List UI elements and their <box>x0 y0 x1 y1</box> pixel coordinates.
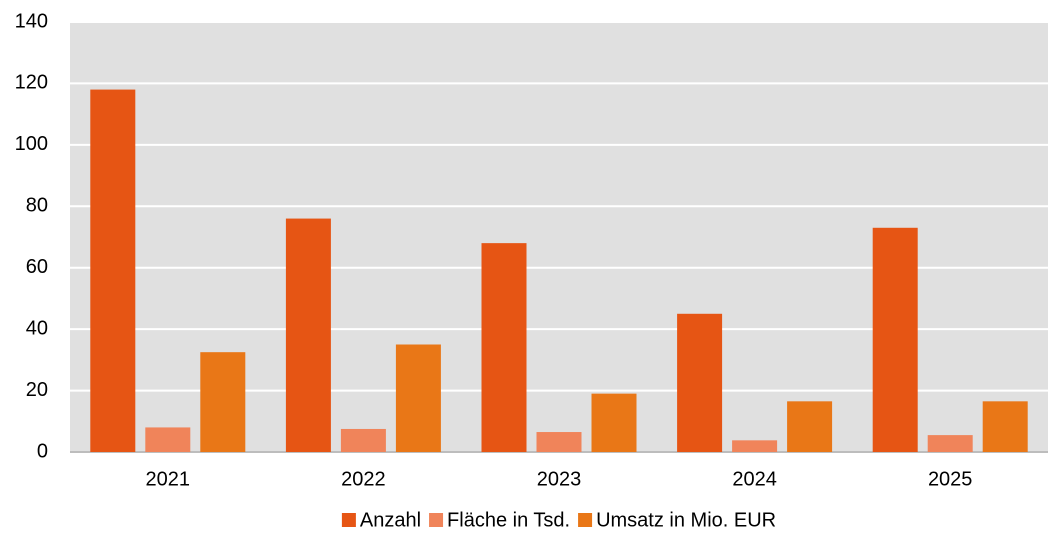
bar <box>787 401 833 452</box>
bar <box>395 344 441 452</box>
y-tick-label: 120 <box>15 72 48 94</box>
bar <box>591 393 637 452</box>
bar <box>872 227 918 452</box>
y-tick-label: 20 <box>26 379 48 401</box>
bar <box>145 427 191 452</box>
bar <box>285 218 331 452</box>
y-tick-label: 60 <box>26 256 48 278</box>
legend-label: Fläche in Tsd. <box>447 509 570 531</box>
bar <box>732 440 778 452</box>
bar <box>200 352 246 452</box>
bar <box>927 435 973 452</box>
bar <box>536 432 582 452</box>
legend-swatch <box>578 513 593 527</box>
x-tick-label: 2021 <box>146 468 191 490</box>
legend-label: Umsatz in Mio. EUR <box>596 509 776 531</box>
y-tick-label: 100 <box>15 133 48 155</box>
x-tick-label: 2022 <box>341 468 386 490</box>
y-tick-label: 40 <box>26 317 48 339</box>
y-tick-label: 0 <box>37 440 48 462</box>
y-tick-label: 80 <box>26 195 48 217</box>
bar <box>982 401 1028 452</box>
legend-swatch <box>341 513 356 527</box>
y-tick-label: 140 <box>15 10 48 32</box>
x-tick-label: 2024 <box>732 468 777 490</box>
bar <box>90 89 136 453</box>
bar <box>677 313 723 452</box>
x-tick-label: 2025 <box>928 468 973 490</box>
legend-label: Anzahl <box>360 509 421 531</box>
bar <box>481 243 527 452</box>
legend-swatch <box>429 513 444 527</box>
bar <box>340 428 386 452</box>
x-tick-label: 2023 <box>537 468 582 490</box>
